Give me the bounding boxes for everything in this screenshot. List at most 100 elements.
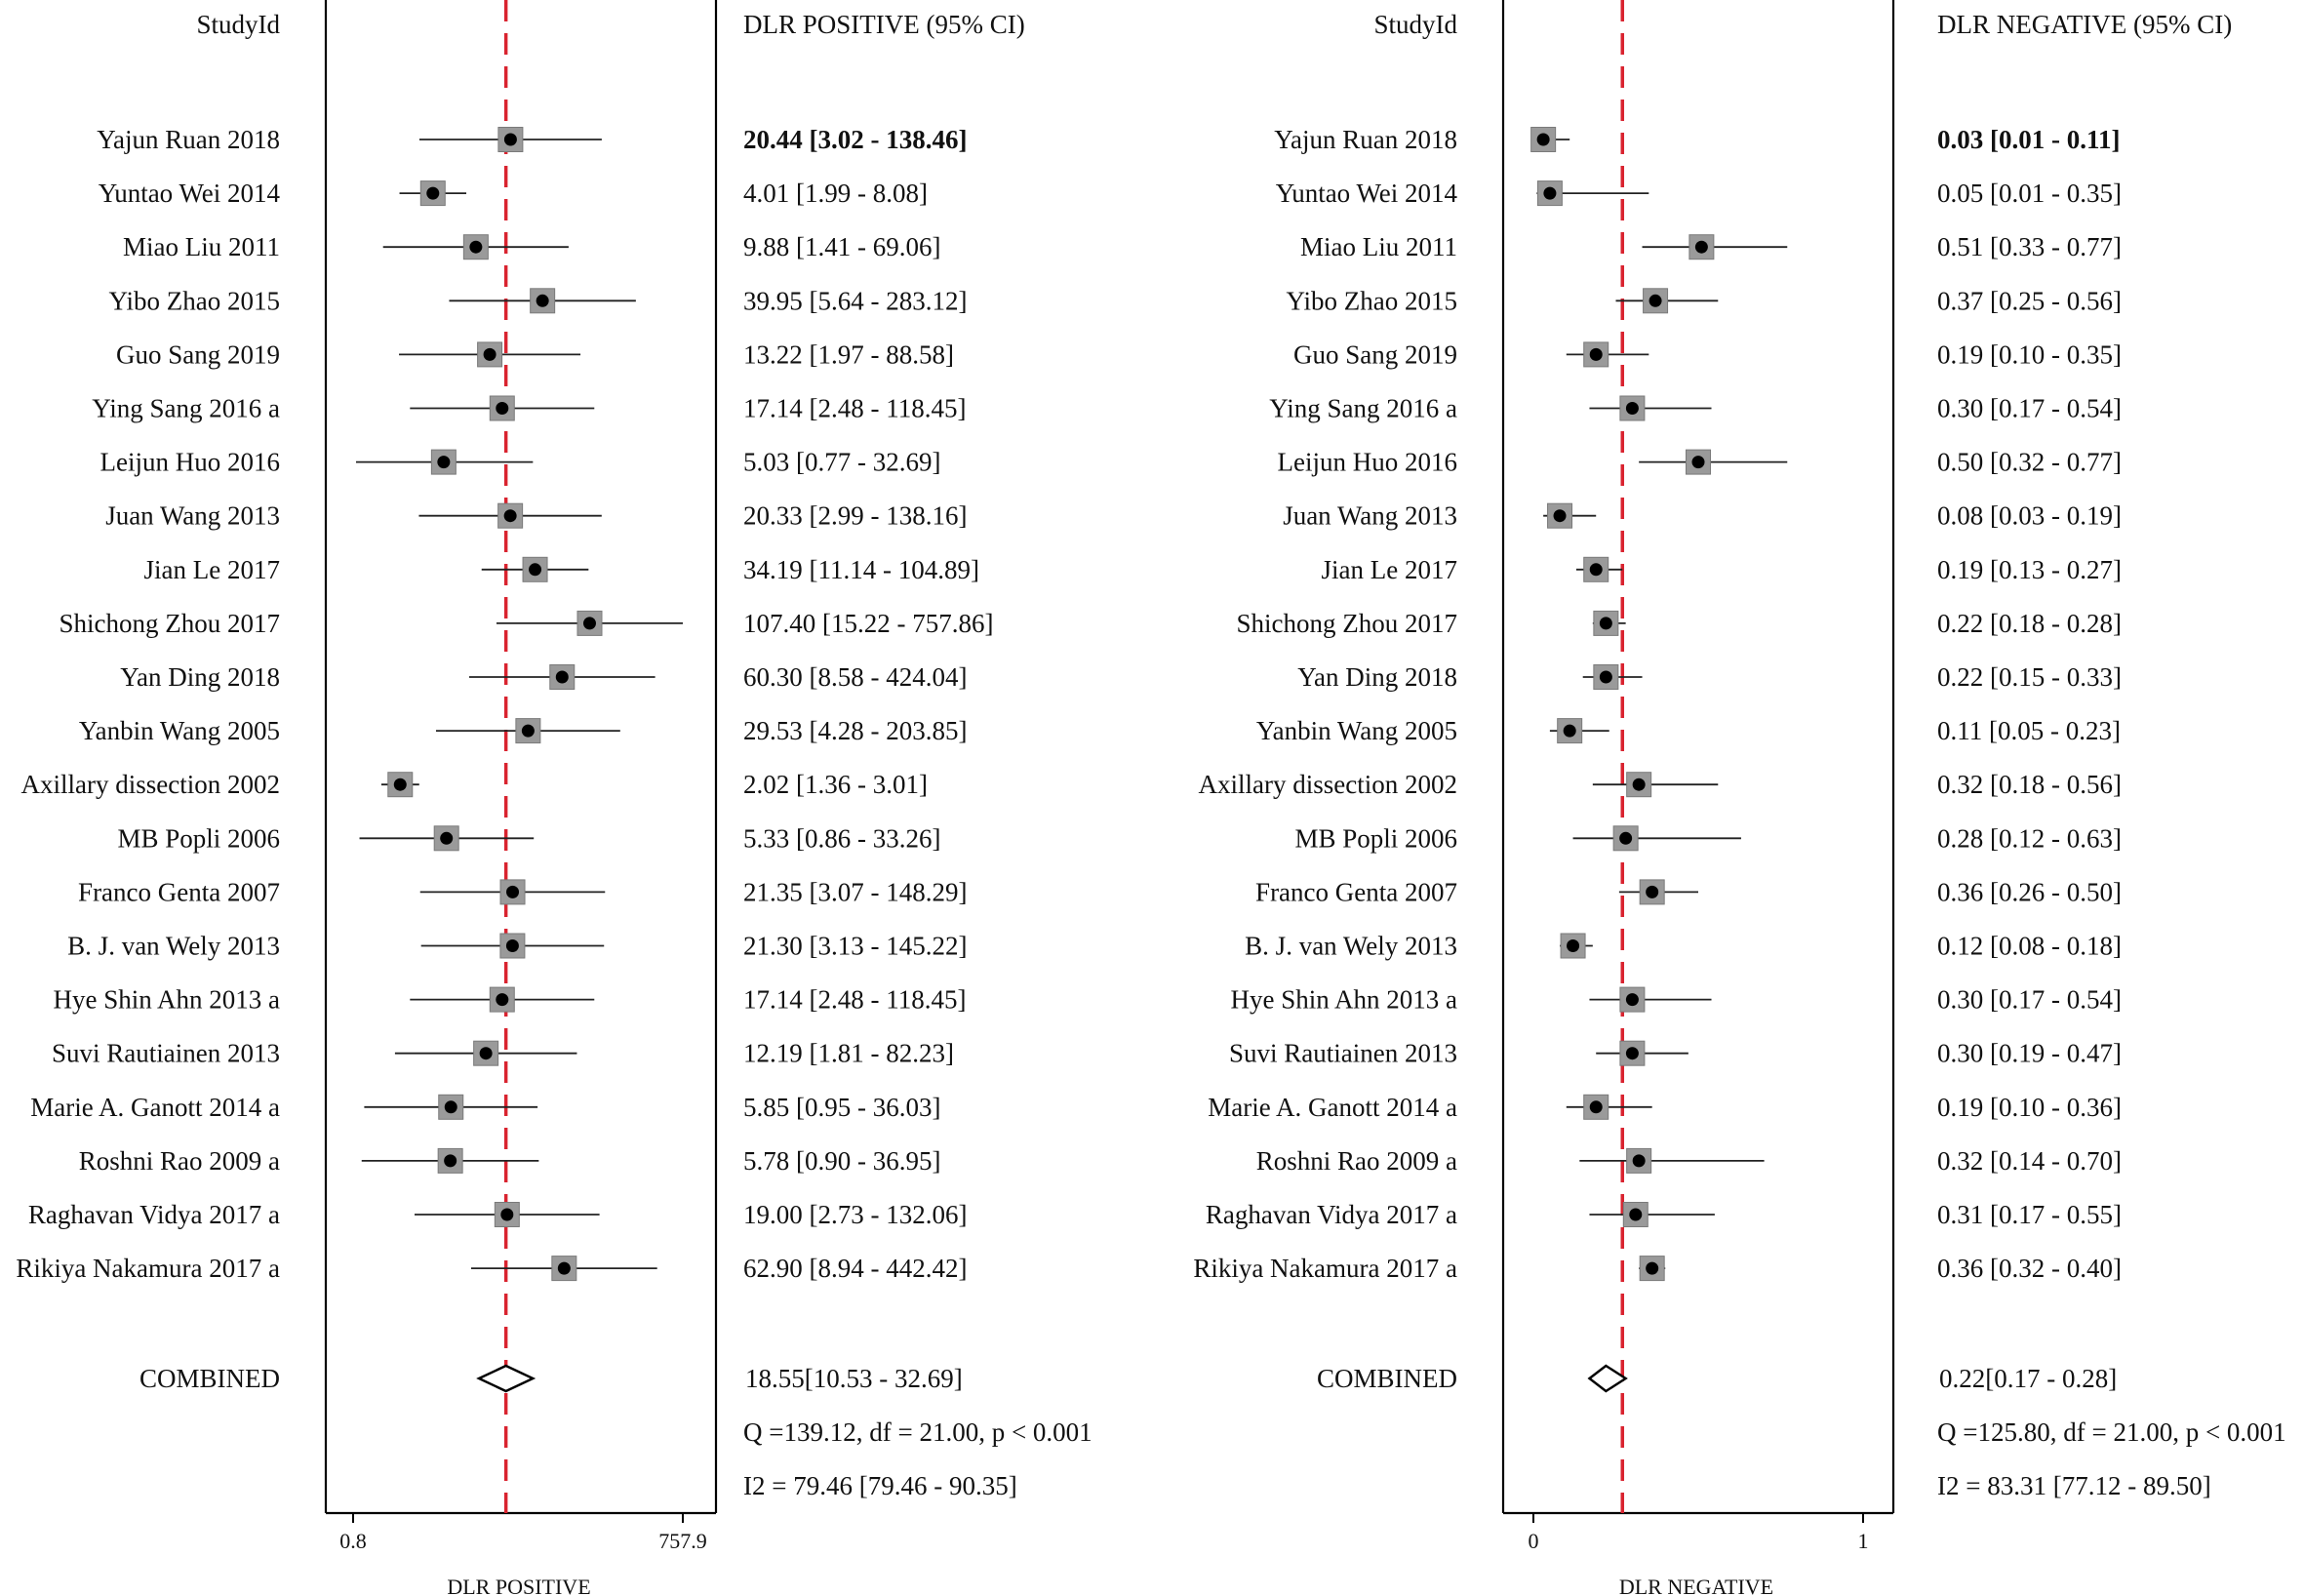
study-row: Miao Liu 2011 0.51 [0.33 - 0.77] (1300, 232, 2122, 261)
study-name: Hye Shin Ahn 2013 a (54, 985, 281, 1015)
study-name: Franco Genta 2007 (1255, 877, 1457, 906)
x-tick-label: 1 (1858, 1529, 1869, 1553)
heterogeneity-q-stat: Q =125.80, df = 21.00, p < 0.001 (1937, 1417, 2286, 1447)
study-name: Yuntao Wei 2014 (1276, 179, 1458, 208)
point-estimate (1649, 294, 1662, 307)
point-estimate (426, 186, 440, 200)
estimate-label: 60.30 [8.58 - 424.04] (743, 662, 967, 692)
study-row: Yuntao Wei 2014 0.05 [0.01 - 0.35] (1276, 179, 2122, 208)
estimate-label: 34.19 [11.14 - 104.89] (743, 555, 979, 584)
study-name: Yanbin Wang 2005 (1256, 716, 1457, 745)
x-axis-title: DLR NEGATIVE (1619, 1575, 1773, 1596)
study-name: Franco Genta 2007 (78, 877, 280, 906)
study-row: Juan Wang 2013 0.08 [0.03 - 0.19] (1283, 501, 2122, 531)
weight-box (1626, 772, 1652, 798)
study-row: Yajun Ruan 2018 20.44 [3.02 - 138.46] (97, 125, 967, 154)
study-row: Axillary dissection 2002 2.02 [1.36 - 3.0… (21, 770, 928, 799)
point-estimate (503, 509, 517, 523)
estimate-label: 0.11 [0.05 - 0.23] (1937, 716, 2121, 745)
point-estimate (469, 240, 483, 254)
study-row: Roshni Rao 2009 a 0.32 [0.14 - 0.70] (1256, 1146, 2122, 1176)
point-estimate (1629, 1208, 1643, 1221)
estimate-label: 12.19 [1.81 - 82.23] (743, 1039, 954, 1068)
x-tick-label: 757.9 (658, 1529, 707, 1553)
study-row: Suvi Rautiainen 2013 12.19 [1.81 - 82.23] (52, 1039, 954, 1068)
study-row: Yibo Zhao 2015 0.37 [0.25 - 0.56] (1287, 286, 2122, 315)
estimate-label: 20.33 [2.99 - 138.16] (743, 501, 967, 531)
study-row: Guo Sang 2019 0.19 [0.10 - 0.35] (1293, 339, 2122, 369)
estimate-label: 0.19 [0.10 - 0.35] (1937, 339, 2122, 369)
estimate-label: 5.03 [0.77 - 32.69] (743, 448, 940, 477)
combined-diamond (476, 1364, 536, 1393)
study-row: Yan Ding 2018 60.30 [8.58 - 424.04] (120, 662, 967, 692)
point-estimate (1619, 831, 1633, 845)
study-name: Guo Sang 2019 (1293, 339, 1457, 369)
estimate-label: 107.40 [15.22 - 757.86] (743, 609, 993, 638)
estimate-label: 0.32 [0.18 - 0.56] (1937, 770, 2122, 799)
point-estimate (1625, 402, 1639, 415)
point-estimate (1589, 1100, 1603, 1114)
point-estimate (1553, 509, 1567, 523)
point-estimate (505, 939, 519, 952)
estimate-label: 5.85 [0.95 - 36.03] (743, 1093, 940, 1122)
study-name: Roshni Rao 2009 a (1256, 1146, 1457, 1176)
study-name: Rikiya Nakamura 2017 a (16, 1254, 280, 1283)
study-row: Hye Shin Ahn 2013 a 0.30 [0.17 - 0.54] (1231, 985, 2122, 1015)
study-id-header: StudyId (1373, 10, 1457, 39)
point-estimate (1589, 563, 1603, 577)
study-row: Jian Le 2017 0.19 [0.13 - 0.27] (1322, 555, 2122, 584)
point-estimate (496, 402, 509, 415)
estimate-label: 5.78 [0.90 - 36.95] (743, 1146, 940, 1176)
estimate-label: 0.31 [0.17 - 0.55] (1937, 1200, 2122, 1229)
study-name: Rikiya Nakamura 2017 a (1193, 1254, 1457, 1283)
study-row: MB Popli 2006 0.28 [0.12 - 0.63] (1294, 823, 2122, 853)
study-name: Raghavan Vidya 2017 a (1206, 1200, 1457, 1229)
study-row: Hye Shin Ahn 2013 a 17.14 [2.48 - 118.45] (54, 985, 967, 1015)
study-name: Yajun Ruan 2018 (1274, 125, 1457, 154)
study-name: Miao Liu 2011 (123, 232, 280, 261)
study-row: Rikiya Nakamura 2017 a 0.36 [0.32 - 0.40] (1193, 1254, 2122, 1283)
study-name: Jian Le 2017 (1322, 555, 1457, 584)
point-estimate (557, 1261, 571, 1275)
point-estimate (1694, 240, 1708, 254)
estimate-label: 0.32 [0.14 - 0.70] (1937, 1146, 2122, 1176)
study-name: Yibo Zhao 2015 (109, 286, 281, 315)
estimate-label: 5.33 [0.86 - 33.26] (743, 823, 940, 853)
study-name: Suvi Rautiainen 2013 (52, 1039, 280, 1068)
study-row: Juan Wang 2013 20.33 [2.99 - 138.16] (105, 501, 967, 531)
study-name: Juan Wang 2013 (1283, 501, 1457, 531)
estimate-label: 0.19 [0.13 - 0.27] (1937, 555, 2122, 584)
point-estimate (437, 456, 451, 469)
study-name: Yajun Ruan 2018 (97, 125, 280, 154)
point-estimate (1589, 347, 1603, 361)
combined-estimate-label: 18.55[10.53 - 32.69] (745, 1364, 963, 1393)
study-name: Leijun Huo 2016 (100, 448, 280, 477)
point-estimate (506, 885, 520, 898)
study-row: Leijun Huo 2016 0.50 [0.32 - 0.77] (1278, 448, 2122, 477)
study-name: Juan Wang 2013 (105, 501, 280, 531)
study-name: Yan Ding 2018 (1297, 662, 1457, 692)
estimate-label: 17.14 [2.48 - 118.45] (743, 394, 966, 423)
weight-box (1686, 449, 1711, 475)
study-row: Shichong Zhou 2017 0.22 [0.18 - 0.28] (1237, 609, 2122, 638)
study-name: Yibo Zhao 2015 (1287, 286, 1458, 315)
point-estimate (496, 993, 509, 1007)
estimate-label: 0.03 [0.01 - 0.11] (1937, 125, 2120, 154)
estimate-label: 0.51 [0.33 - 0.77] (1937, 232, 2122, 261)
study-name: Miao Liu 2011 (1300, 232, 1457, 261)
combined-label: COMBINED (139, 1364, 280, 1393)
estimate-label: 0.19 [0.10 - 0.36] (1937, 1093, 2122, 1122)
point-estimate (1646, 1261, 1659, 1275)
estimate-label: 0.12 [0.08 - 0.18] (1937, 932, 2122, 961)
estimate-label: 29.53 [4.28 - 203.85] (743, 716, 967, 745)
study-name: B. J. van Wely 2013 (67, 932, 280, 961)
estimate-label: 0.08 [0.03 - 0.19] (1937, 501, 2122, 531)
study-name: Roshni Rao 2009 a (79, 1146, 280, 1176)
estimate-label: 20.44 [3.02 - 138.46] (743, 125, 967, 154)
heterogeneity-q-stat: Q =139.12, df = 21.00, p < 0.001 (743, 1417, 1092, 1447)
x-tick-label: 0 (1529, 1529, 1539, 1553)
point-estimate (500, 1208, 514, 1221)
weight-box (530, 288, 556, 314)
point-estimate (555, 670, 569, 684)
heterogeneity-i2-stat: I2 = 79.46 [79.46 - 90.35] (743, 1471, 1017, 1500)
